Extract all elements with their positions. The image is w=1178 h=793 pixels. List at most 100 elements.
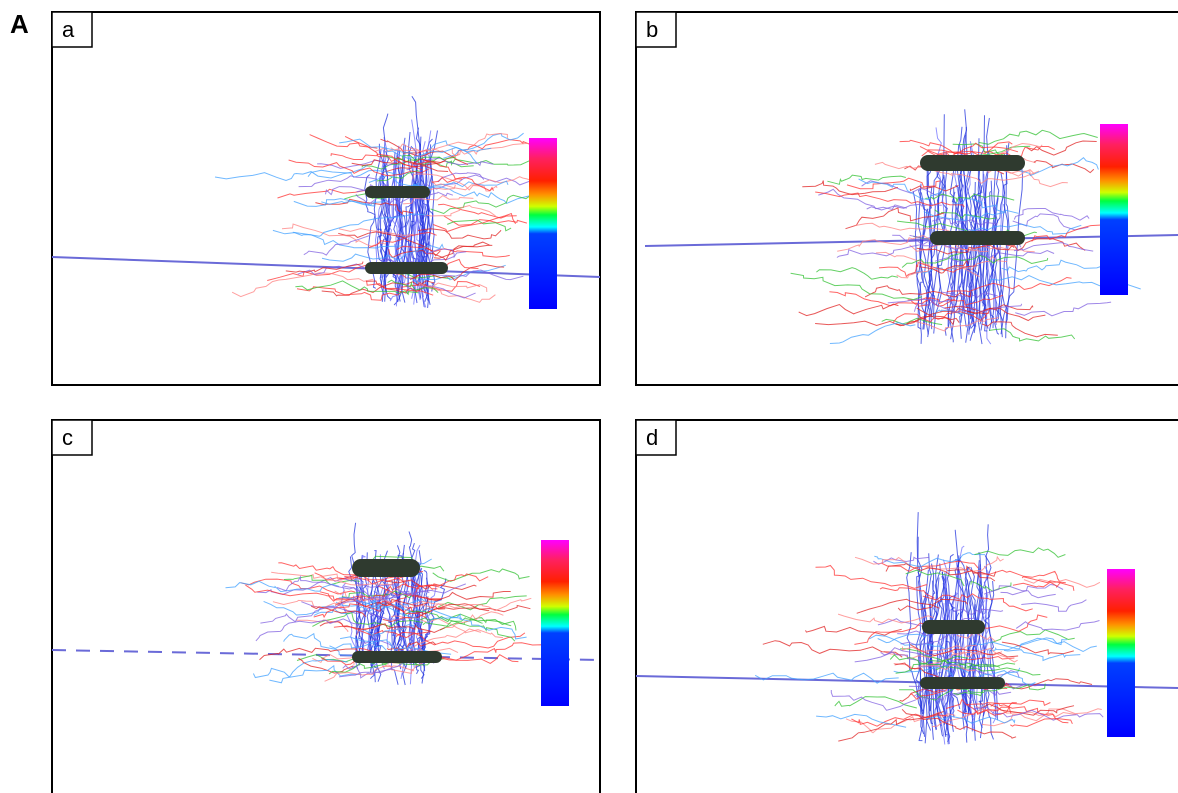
trajectory <box>874 552 986 568</box>
trajectory <box>426 613 527 640</box>
trajectory <box>415 182 426 292</box>
panel-label: d <box>646 425 658 450</box>
trajectory <box>946 276 1072 293</box>
trajectory <box>762 640 903 658</box>
trajectory <box>437 595 527 611</box>
trajectory <box>431 176 543 191</box>
trajectory <box>935 666 1041 676</box>
trajectory <box>395 631 526 649</box>
trajectory <box>411 597 532 612</box>
trajectory <box>414 591 511 602</box>
trajectory <box>403 610 483 624</box>
trajectory <box>1023 578 1101 588</box>
color-bar <box>529 138 557 309</box>
trajectory <box>422 617 517 631</box>
trajectory <box>321 280 435 297</box>
trajectory <box>288 159 429 177</box>
trajectory <box>933 151 948 334</box>
trajectory <box>325 186 374 196</box>
trajectory <box>438 203 517 219</box>
trajectory <box>296 286 402 301</box>
trajectory <box>878 261 978 278</box>
trajectory <box>950 170 1040 185</box>
trajectory <box>845 207 945 230</box>
trajectory <box>1012 581 1066 589</box>
panel-frame <box>51 11 601 386</box>
trajectory <box>952 198 1019 214</box>
trajectory <box>834 696 917 709</box>
trajectory <box>312 612 423 628</box>
trajectory <box>389 160 402 275</box>
trajectory <box>430 194 531 215</box>
trajectory <box>887 298 1023 313</box>
trajectory <box>385 579 477 591</box>
trajectory <box>919 259 969 274</box>
trajectory <box>901 708 1017 739</box>
trajectory <box>978 129 1098 145</box>
trajectory <box>432 212 517 233</box>
trajectory <box>369 605 463 619</box>
trajectory <box>892 311 988 323</box>
trajectory <box>252 658 348 679</box>
trajectory <box>941 291 998 299</box>
trajectory <box>214 164 369 182</box>
trajectory <box>790 272 923 301</box>
axis-line <box>52 649 600 661</box>
panel-content <box>636 512 1178 745</box>
trajectory <box>278 562 358 576</box>
trajectory <box>818 188 907 210</box>
trajectory <box>879 587 935 599</box>
trajectory <box>895 655 969 674</box>
trajectory <box>338 228 414 237</box>
trajectory <box>413 573 489 587</box>
trajectory <box>927 141 1013 155</box>
trajectory <box>997 238 1086 252</box>
trajectory <box>433 244 493 259</box>
trajectory <box>837 613 934 624</box>
trajectory <box>815 191 965 208</box>
panel-frame <box>635 419 1178 793</box>
trajectory <box>443 132 524 159</box>
trajectory <box>923 211 1004 221</box>
trajectory <box>881 317 943 326</box>
trajectory <box>981 708 1102 727</box>
trajectory <box>990 699 1051 707</box>
trajectory <box>298 657 354 674</box>
trajectory <box>1021 599 1087 612</box>
trajectory <box>431 176 494 192</box>
trajectory <box>260 600 361 624</box>
trajectory <box>321 243 444 262</box>
trajectory <box>1021 576 1075 591</box>
trajectory <box>998 168 1068 188</box>
trajectory <box>425 642 545 661</box>
trajectory <box>953 683 1046 697</box>
trajectory <box>916 307 998 316</box>
trajectory <box>957 705 1012 716</box>
trajectory <box>989 328 1076 342</box>
trajectory <box>981 321 1058 338</box>
trajectory <box>405 264 506 284</box>
trajectory <box>412 173 498 192</box>
trajectory <box>987 637 1097 653</box>
trajectory <box>973 614 1048 632</box>
trajectory <box>1001 641 1074 655</box>
trajectory <box>412 183 532 205</box>
trajectory <box>409 263 505 282</box>
trajectory <box>267 264 418 281</box>
trajectory <box>368 231 437 249</box>
trajectory <box>293 198 376 207</box>
trajectory <box>411 183 427 308</box>
trajectory <box>225 580 340 593</box>
trajectory <box>953 655 1015 661</box>
trajectory <box>427 140 478 164</box>
trajectory <box>899 687 985 701</box>
trajectory <box>340 636 452 655</box>
trajectory <box>935 127 954 310</box>
trajectory <box>355 576 364 666</box>
trajectory <box>934 249 1055 263</box>
trajectory <box>949 167 959 316</box>
trajectory <box>447 219 512 232</box>
trajectory <box>303 235 370 256</box>
trajectory <box>403 195 474 205</box>
